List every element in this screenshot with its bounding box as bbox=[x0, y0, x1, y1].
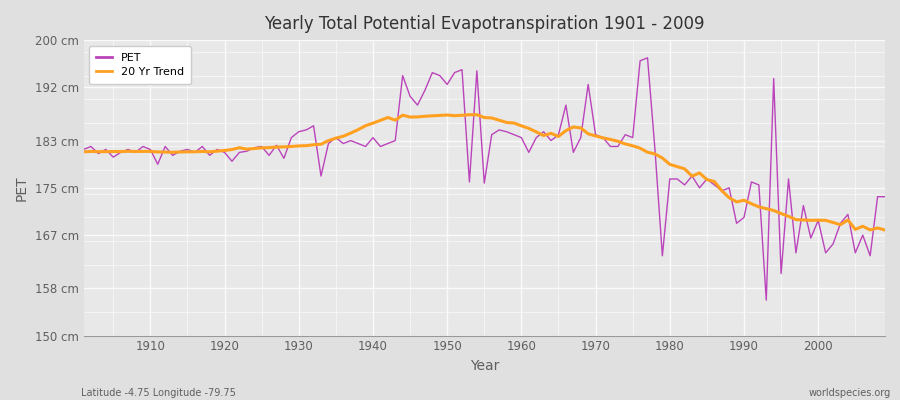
20 Yr Trend bbox=[464, 112, 475, 117]
20 Yr Trend bbox=[346, 131, 356, 136]
20 Yr Trend bbox=[301, 143, 311, 148]
Text: Latitude -4.75 Longitude -79.75: Latitude -4.75 Longitude -79.75 bbox=[81, 388, 236, 398]
PET bbox=[508, 132, 519, 137]
20 Yr Trend bbox=[78, 150, 89, 154]
PET bbox=[516, 135, 526, 140]
PET bbox=[605, 144, 616, 149]
PET bbox=[138, 144, 148, 149]
Legend: PET, 20 Yr Trend: PET, 20 Yr Trend bbox=[89, 46, 191, 84]
20 Yr Trend bbox=[138, 149, 148, 154]
PET bbox=[760, 298, 771, 302]
Line: PET: PET bbox=[84, 58, 885, 300]
20 Yr Trend bbox=[612, 139, 623, 144]
Title: Yearly Total Potential Evapotranspiration 1901 - 2009: Yearly Total Potential Evapotranspiratio… bbox=[264, 15, 705, 33]
PET bbox=[346, 138, 356, 143]
PET bbox=[301, 128, 311, 132]
PET bbox=[879, 194, 890, 199]
Line: 20 Yr Trend: 20 Yr Trend bbox=[84, 115, 885, 230]
Text: worldspecies.org: worldspecies.org bbox=[809, 388, 891, 398]
20 Yr Trend bbox=[524, 126, 535, 131]
20 Yr Trend bbox=[879, 228, 890, 232]
X-axis label: Year: Year bbox=[470, 359, 499, 373]
PET bbox=[78, 147, 89, 152]
20 Yr Trend bbox=[516, 124, 526, 128]
Y-axis label: PET: PET bbox=[15, 175, 29, 201]
PET bbox=[642, 56, 652, 60]
